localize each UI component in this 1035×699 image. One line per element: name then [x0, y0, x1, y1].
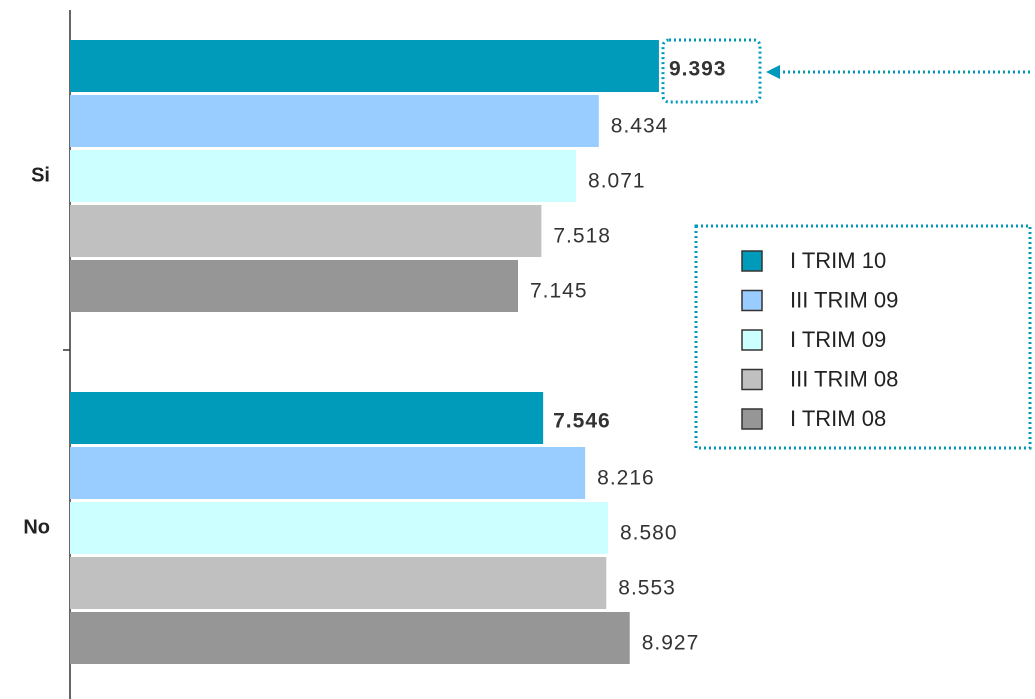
value-label: 9.393 — [669, 58, 727, 81]
legend-box — [694, 224, 1032, 450]
bar — [70, 612, 630, 664]
bar — [70, 95, 599, 147]
legend-swatch — [741, 408, 763, 430]
bar — [70, 40, 659, 92]
legend-swatch — [741, 250, 763, 272]
bar — [70, 260, 518, 312]
value-label: 8.553 — [618, 577, 676, 600]
bar — [70, 502, 608, 554]
bar — [70, 205, 542, 257]
bar — [70, 150, 577, 202]
value-label: 8.071 — [588, 170, 646, 193]
legend-swatch — [741, 368, 763, 391]
legend-label: III TRIM 09 — [790, 287, 898, 312]
value-label: 8.216 — [597, 467, 655, 490]
value-label: 7.518 — [553, 225, 611, 248]
category-label: Si — [31, 164, 50, 186]
category-label: No — [23, 516, 50, 538]
value-label: 8.434 — [611, 115, 669, 138]
legend-label: III TRIM 08 — [790, 366, 898, 391]
value-label: 7.145 — [530, 280, 588, 303]
value-label: 8.927 — [642, 632, 700, 655]
bar — [70, 557, 607, 609]
legend-swatch — [741, 329, 763, 351]
legend-label: I TRIM 08 — [790, 406, 886, 431]
value-label: 7.546 — [553, 410, 611, 433]
legend-swatch — [741, 289, 763, 312]
bar — [70, 447, 586, 499]
legend-label: I TRIM 09 — [790, 327, 886, 352]
arrow-head — [766, 65, 780, 79]
bar — [70, 392, 544, 444]
callout-box — [661, 38, 762, 104]
value-label: 8.580 — [620, 522, 678, 545]
legend-label: I TRIM 10 — [790, 248, 886, 273]
